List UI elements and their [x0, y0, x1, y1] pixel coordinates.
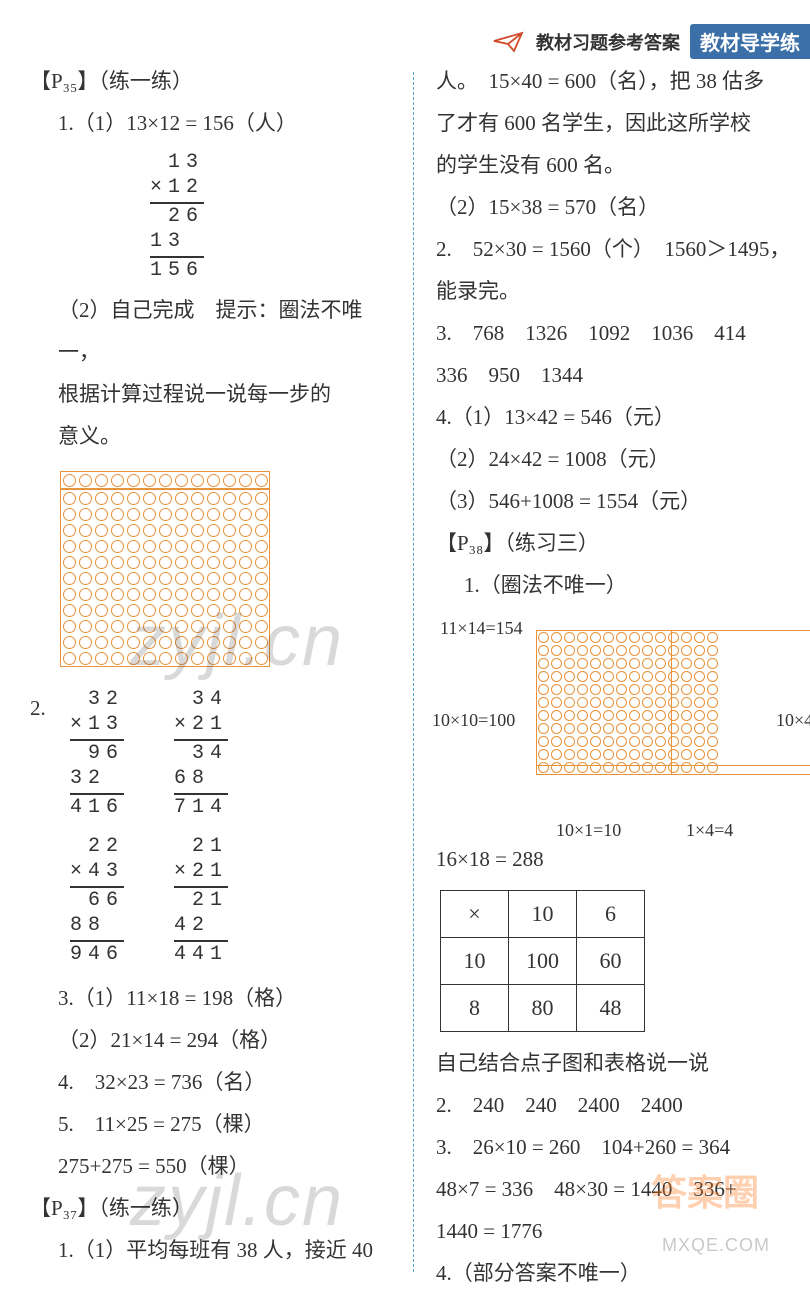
text-line: 3. 768 1326 1092 1036 414	[436, 312, 792, 354]
text-line: 1.（圈法不唯一）	[436, 564, 792, 606]
header-subtitle: 教材习题参考答案	[536, 29, 680, 55]
table-cell: 10	[509, 891, 577, 938]
text-line: 275+275 = 550（棵）	[30, 1145, 402, 1187]
section-title: 【P₃₅】（练一练）	[30, 60, 402, 102]
table-cell: 6	[577, 891, 645, 938]
dot-grid-figure	[60, 471, 402, 679]
text-line: 的学生没有 600 名。	[436, 144, 792, 186]
header-badge: 教材导学练	[690, 24, 810, 59]
dot-grid-figure-2: 11×14=154 10×10=100 10×4 10×1=10 1×4=4	[436, 612, 792, 832]
mul-row: 26	[150, 202, 204, 229]
table-cell: 100	[509, 938, 577, 985]
text-line: 自己结合点子图和表格说一说	[436, 1042, 792, 1084]
text-line: 3.（1）11×18 = 198（格）	[30, 977, 402, 1019]
text-line: 根据计算过程说一说每一步的	[30, 373, 402, 415]
vertical-multiplication: 34 ×21 34 68 714	[174, 687, 228, 820]
grid-label: 10×1=10	[556, 812, 621, 848]
text-line: 1440 = 1776	[436, 1210, 792, 1252]
text-line: （2）24×42 = 1008（元）	[436, 438, 792, 480]
page-header: 教材习题参考答案 教材导学练	[492, 24, 810, 59]
text-line: 1.（1）平均每班有 38 人，接近 40	[30, 1229, 402, 1271]
text-line: 4. 32×23 = 736（名）	[30, 1061, 402, 1103]
text-line: 4.（部分答案不唯一）	[436, 1252, 792, 1294]
grid-label: 10×10=100	[432, 702, 515, 738]
table-cell: ×	[441, 891, 509, 938]
grid-label: 11×14=154	[440, 610, 523, 646]
text-line: 1.（1）13×12 = 156（人）	[30, 102, 402, 144]
text-line: 2. 52×30 = 1560（个） 1560＞1495，	[436, 228, 792, 270]
text-line: 意义。	[30, 415, 402, 457]
text-line: 能录完。	[436, 270, 792, 312]
text-line: 5. 11×25 = 275（棵）	[30, 1103, 402, 1145]
left-column: 【P₃₅】（练一练） 1.（1）13×12 = 156（人） 13 ×12 26…	[0, 60, 420, 1270]
table-cell: 80	[509, 985, 577, 1032]
section-title: 【P₃₇】（练一练）	[30, 1187, 402, 1229]
text-line: 48×7 = 336 48×30 = 1440 336+	[436, 1168, 792, 1210]
text-line: （3）546+1008 = 1554（元）	[436, 480, 792, 522]
text-line: 了才有 600 名学生，因此这所学校	[436, 102, 792, 144]
table-cell: 48	[577, 985, 645, 1032]
table-cell: 10	[441, 938, 509, 985]
mul-row: 156	[150, 256, 204, 283]
mul-row: ×12	[150, 175, 204, 200]
table-cell: 8	[441, 985, 509, 1032]
text-line: 2. 240 240 2400 2400	[436, 1084, 792, 1126]
mul-row: 13	[150, 150, 204, 175]
grid-label: 1×4=4	[686, 812, 733, 848]
text-line: 336 950 1344	[436, 354, 792, 396]
text-line: （2）自己完成 提示：圈法不唯一，	[30, 289, 402, 373]
text-line: 人。 15×40 = 600（名），把 38 估多	[436, 60, 792, 102]
mul-row: 13	[150, 229, 204, 254]
item-label: 2.	[30, 687, 70, 729]
section-title: 【P₃₈】（练习三）	[436, 522, 792, 564]
right-column: 人。 15×40 = 600（名），把 38 估多 了才有 600 名学生，因此…	[420, 60, 810, 1270]
paper-plane-icon	[492, 31, 526, 53]
text-line: （2）15×38 = 570（名）	[436, 186, 792, 228]
vertical-multiplication: 32 ×13 96 32 416	[70, 687, 124, 820]
text-line: （2）21×14 = 294（格）	[30, 1019, 402, 1061]
content-columns: 【P₃₅】（练一练） 1.（1）13×12 = 156（人） 13 ×12 26…	[0, 60, 810, 1270]
text-line: 4.（1）13×42 = 546（元）	[436, 396, 792, 438]
vertical-multiplication: 22 ×43 66 88 946	[70, 834, 124, 967]
table-cell: 60	[577, 938, 645, 985]
vertical-multiplication: 13 ×12 26 13 156	[150, 150, 204, 283]
page: 教材习题参考答案 教材导学练 【P₃₅】（练一练） 1.（1）13×12 = 1…	[0, 0, 810, 1280]
vertical-multiplication: 21 ×21 21 42 441	[174, 834, 228, 967]
text-line: 3. 26×10 = 260 104+260 = 364	[436, 1126, 792, 1168]
column-divider	[413, 72, 414, 1272]
multiplication-table: ×106 1010060 88048	[440, 890, 645, 1032]
